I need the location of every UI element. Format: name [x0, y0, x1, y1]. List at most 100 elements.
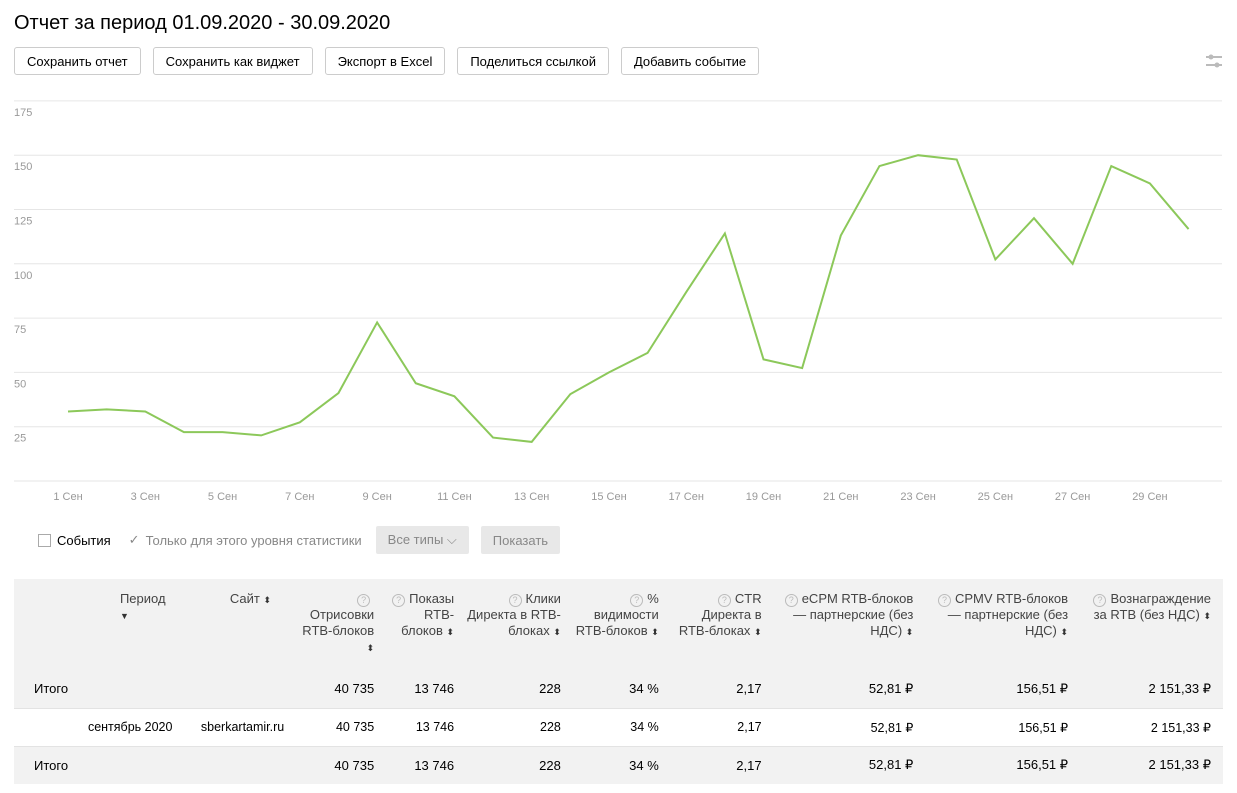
sort-icon[interactable]: ⬍ [651, 627, 659, 637]
header-label: % видимости RTB-блоков [575, 591, 659, 638]
total-row: Итого 40 735 13 746 228 34 % 2,17 52,81 ₽156,5… [14, 746, 1223, 784]
table-cell: 2 151,33 ₽ [1080, 670, 1223, 708]
x-tick-label: 9 Сен [362, 491, 391, 503]
table-cell: 13 746 [386, 707, 467, 747]
events-label: События [57, 532, 111, 548]
save-report-button[interactable]: Сохранить отчет [14, 47, 141, 75]
only-level-label: Только для этого уровня статистики [145, 532, 362, 548]
check-icon[interactable]: ✓ [128, 532, 140, 547]
table-cell: 13 746 [386, 746, 467, 784]
header-label: CTR Директа в RTB-блоках [678, 591, 762, 638]
save-as-widget-button[interactable]: Сохранить как виджет [152, 47, 313, 75]
events-checkbox[interactable] [38, 533, 51, 547]
table-cell: 34 % [572, 670, 671, 708]
table-cell: 156,51 ₽ [925, 670, 1081, 708]
table-cell: 156,51 ₽ [925, 746, 1081, 784]
column-header[interactable]: ?% видимости RTB-блоков ⬍ [572, 579, 671, 670]
table-cell: 156,51 ₽ [925, 707, 1081, 747]
table-cell: 2,17 [670, 746, 774, 784]
x-tick-label: 25 Сен [978, 491, 1013, 503]
share-link-button[interactable]: Поделиться ссылкой [457, 47, 609, 75]
x-tick-label: 1 Сен [53, 491, 82, 503]
table-cell: 52,81 ₽ [773, 670, 926, 708]
column-header[interactable]: ?Отрисовки RTB-блоков ⬍ [296, 579, 387, 670]
table-cell: 52,81 ₽ [773, 746, 926, 784]
header-label: Клики Директа в RTB-блоках [467, 591, 561, 638]
column-header[interactable]: ? CPMV RTB-блоков — партнерские (без НДС)… [925, 579, 1081, 670]
x-tick-label: 13 Сен [514, 491, 549, 503]
header-label: Отрисовки RTB-блоков [302, 607, 375, 638]
export-excel-button[interactable]: Экспорт в Excel [324, 47, 446, 75]
sort-icon[interactable]: ⬍ [446, 627, 455, 637]
table-cell: 40 735 [296, 707, 387, 747]
column-header[interactable]: Сайт ⬍ [189, 579, 297, 670]
sort-icon[interactable]: ⬍ [553, 627, 561, 637]
help-icon[interactable]: ? [508, 594, 522, 607]
table-cell: 2,17 [670, 707, 774, 747]
x-tick-label: 27 Сен [1055, 491, 1090, 503]
table-cell: Итого [14, 746, 90, 784]
x-tick-label: 11 Сен [437, 491, 472, 503]
sort-icon[interactable]: ⬍ [1060, 627, 1069, 637]
sort-icon[interactable]: ▼ [119, 611, 129, 621]
sort-icon[interactable]: ⬍ [263, 595, 272, 605]
table-cell: 2 151,33 ₽ [1080, 746, 1223, 784]
sort-icon[interactable]: ⬍ [905, 627, 914, 637]
table-cell [89, 670, 190, 708]
header-label: Сайт [229, 591, 260, 606]
help-icon[interactable]: ? [357, 594, 371, 607]
x-tick-label: 19 Сен [746, 491, 781, 503]
table-cell [189, 670, 297, 708]
column-header[interactable]: ? eCPM RTB-блоков — партнерские (без НДС)… [773, 579, 926, 670]
x-tick-label: 23 Сен [900, 491, 935, 503]
help-icon[interactable]: ? [392, 594, 406, 607]
help-icon[interactable]: ? [784, 594, 798, 607]
header-label: CPMV RTB-блоков — партнерские (без НДС) [947, 591, 1069, 638]
x-tick-label: 21 Сен [823, 491, 858, 503]
column-header [14, 579, 90, 670]
table-cell: 228 [466, 707, 573, 747]
sort-icon[interactable]: ⬍ [754, 627, 762, 637]
settings-sliders-icon[interactable] [1205, 52, 1223, 70]
column-header[interactable]: ? Показы RTB-блоков ⬍ [386, 579, 467, 670]
y-tick-label: 150 [14, 161, 32, 173]
help-icon[interactable]: ? [1093, 594, 1107, 607]
sort-icon[interactable]: ⬍ [1203, 611, 1211, 621]
add-event-button[interactable]: Добавить событие [620, 47, 760, 75]
line-chart: 25 50 75 100 125 150 175 1 Сен 3 Сен 5 Сен 7 Сен 9 … [14, 100, 1222, 503]
column-header[interactable]: ? Клики Директа в RTB-блоках ⬍ [466, 579, 573, 670]
x-tick-label: 29 Сен [1132, 491, 1167, 503]
table-row: сентябрь 2020 sberkartamir.ru 40 735 13 746… [14, 707, 1223, 747]
y-tick-label: 75 [14, 324, 26, 336]
help-icon[interactable]: ? [630, 594, 644, 607]
sort-icon[interactable]: ⬍ [366, 643, 375, 653]
page-title: Отчет за период 01.09.2020 - 30.09.2020 [14, 12, 391, 34]
show-button[interactable]: Показать [480, 526, 561, 554]
help-icon[interactable]: ? [937, 594, 951, 607]
event-types-dropdown[interactable]: Все типы ⌵ [375, 526, 469, 554]
table-cell: 228 [466, 670, 573, 708]
table-cell [14, 707, 90, 747]
column-header[interactable]: Период ▼ [89, 579, 190, 670]
table-cell: сентябрь 2020 [87, 707, 188, 747]
column-header[interactable]: ? Вознаграждение за RTB (без НДС) ⬍ [1080, 579, 1223, 670]
table-cell: 40 735 [296, 670, 387, 708]
toolbar: Сохранить отчет Сохранить как виджет Экс… [14, 47, 760, 75]
y-tick-label: 100 [14, 270, 32, 282]
x-tick-label: 3 Сен [131, 491, 160, 503]
x-tick-label: 15 Сен [591, 491, 626, 503]
table-cell: 52,81 ₽ [773, 707, 926, 747]
table-cell: 228 [466, 746, 573, 784]
table-cell: sberkartamir.ru [189, 707, 297, 747]
help-icon[interactable]: ? [717, 594, 731, 607]
table-cell: 13 746 [386, 670, 467, 708]
column-header[interactable]: ? CTR Директа в RTB-блоках ⬍ [670, 579, 774, 670]
table-cell: 34 % [572, 707, 671, 747]
table-cell: 2 151,33 ₽ [1080, 707, 1223, 747]
header-label: eCPM RTB-блоков — партнерские (без НДС) [793, 591, 914, 638]
x-tick-label: 7 Сен [285, 491, 314, 503]
chevron-down-icon: ⌵ [446, 532, 457, 547]
table-cell: 40 735 [296, 746, 387, 784]
chart-filters: События ✓ Только для этого уровня статис… [38, 526, 561, 554]
y-tick-label: 50 [14, 378, 26, 390]
